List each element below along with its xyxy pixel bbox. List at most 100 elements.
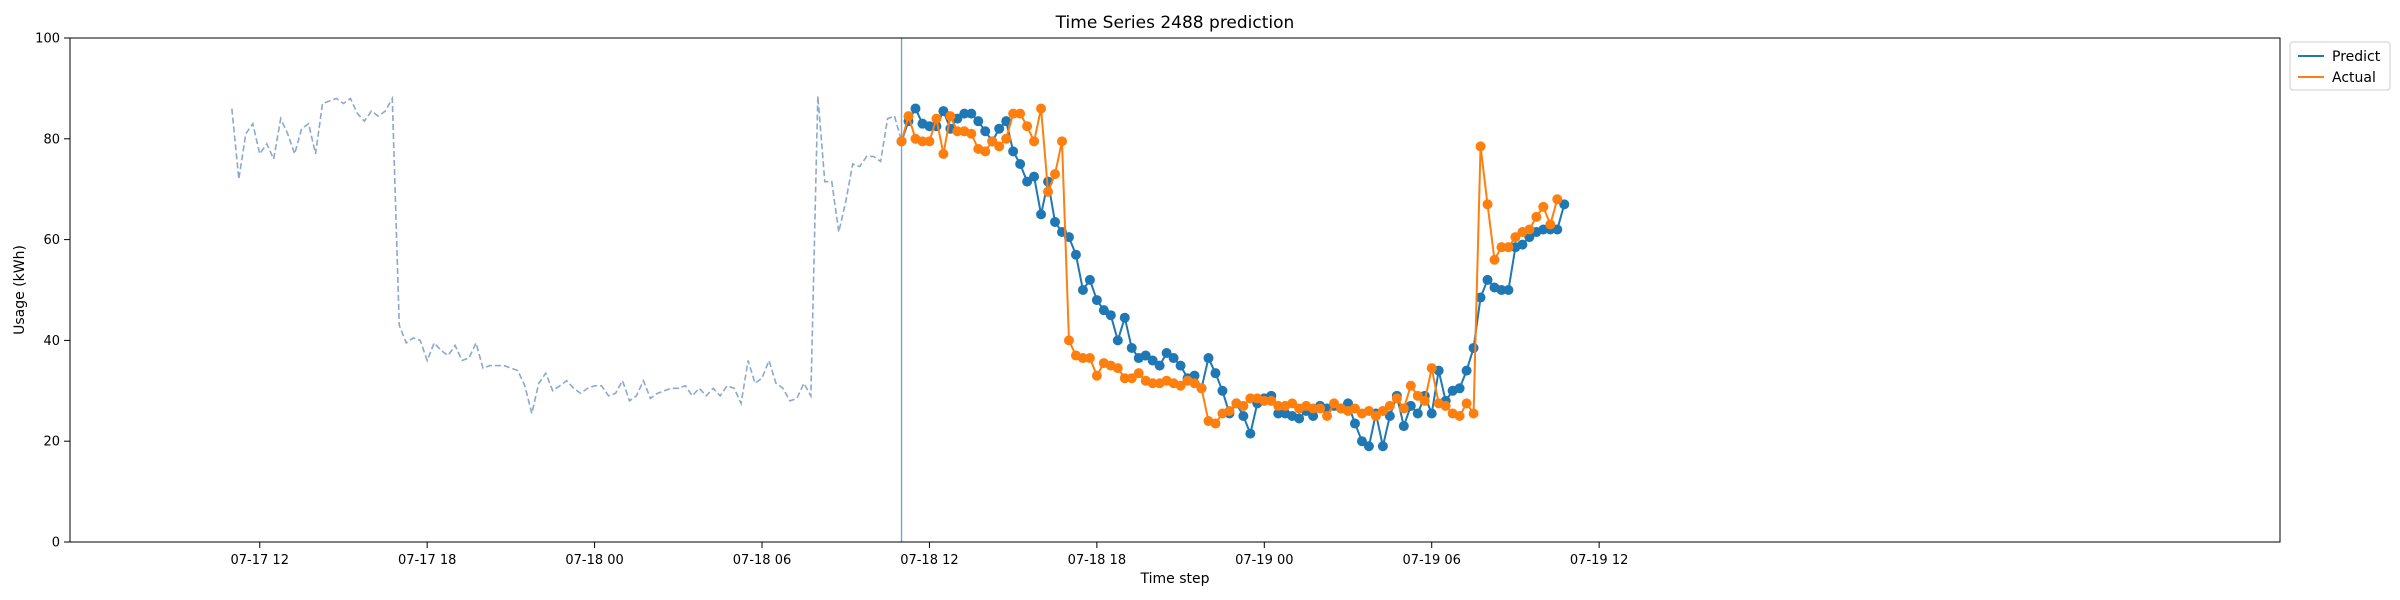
x-tick-label: 07-18 06	[733, 553, 791, 568]
predict-point	[924, 121, 935, 132]
predict-point	[1294, 413, 1305, 424]
predict-point	[1203, 353, 1214, 364]
predict-point	[973, 116, 984, 127]
predict-point	[1063, 232, 1074, 243]
actual-point	[1175, 380, 1186, 391]
actual-point	[1287, 398, 1298, 409]
predict-point	[910, 103, 921, 114]
actual-point	[1077, 353, 1088, 364]
predict-point	[1126, 342, 1137, 353]
actual-point	[1308, 403, 1319, 414]
y-tick-label: 100	[35, 32, 60, 47]
predict-point	[938, 106, 949, 117]
actual-point	[1412, 390, 1423, 401]
predict-point	[1008, 146, 1019, 157]
predict-point	[1454, 383, 1465, 394]
actual-point	[1273, 400, 1284, 411]
predict-point	[1147, 355, 1158, 366]
legend-label-actual: Actual	[2332, 70, 2376, 86]
predict-point	[1475, 292, 1486, 303]
actual-point	[1259, 395, 1270, 406]
actual-point	[1370, 411, 1381, 421]
predict-point	[1070, 249, 1081, 260]
predict-point	[1217, 385, 1228, 396]
actual-point	[931, 113, 942, 124]
actual-point	[1363, 405, 1374, 416]
predict-point	[1022, 176, 1033, 187]
actual-point	[1119, 373, 1130, 384]
predict-point	[1349, 418, 1360, 429]
actual-point	[1056, 136, 1067, 147]
x-tick-label: 07-19 00	[1235, 553, 1293, 568]
actual-point	[1489, 254, 1500, 265]
axes-frame	[69, 37, 2281, 543]
actual-point	[1426, 363, 1437, 374]
predict-point	[1238, 411, 1249, 421]
actual-point	[1398, 403, 1409, 414]
predict-point	[1210, 368, 1221, 379]
predict-point	[1001, 116, 1012, 127]
actual-point	[1022, 121, 1033, 132]
actual-point	[1322, 411, 1333, 421]
predict-point	[1538, 224, 1549, 235]
predict-point	[1161, 348, 1172, 358]
actual-point	[1126, 373, 1137, 384]
actual-point	[994, 141, 1005, 152]
predict-point	[1077, 285, 1088, 295]
y-tick-label: 20	[43, 435, 60, 450]
predict-point	[1273, 408, 1284, 419]
actual-point	[1468, 408, 1479, 419]
actual-point	[1224, 405, 1235, 416]
plot-area: 0 20 40 60 80 100 07-17 12 07-17 18 07-18 00 07-1…	[35, 32, 2281, 568]
predict-point	[1015, 159, 1026, 169]
actual-point	[1196, 383, 1207, 394]
actual-point	[1349, 403, 1360, 414]
predict-point	[1112, 335, 1123, 346]
predict-point	[1119, 312, 1130, 323]
actual-point	[1315, 403, 1326, 414]
actual-point	[1524, 224, 1535, 235]
y-tick-label: 0	[52, 536, 60, 551]
actual-point	[1461, 398, 1472, 409]
predict-point	[1503, 285, 1514, 295]
predict-point	[1426, 408, 1437, 419]
actual-point	[1496, 242, 1507, 253]
actual-point	[1189, 378, 1200, 389]
predict-point	[1552, 224, 1563, 235]
actual-point	[1531, 211, 1542, 222]
predict-point	[1412, 408, 1423, 419]
x-tick-label: 07-18 12	[900, 553, 958, 568]
actual-point	[1377, 405, 1388, 416]
actual-point	[987, 136, 998, 147]
x-tick-label: 07-19 12	[1570, 553, 1628, 568]
predict-point	[1356, 436, 1367, 447]
legend-label-predict: Predict	[2332, 49, 2381, 65]
predict-point	[1050, 216, 1061, 227]
predict-point	[1398, 421, 1409, 432]
predict-point	[1091, 295, 1102, 306]
predict-point	[1482, 274, 1493, 285]
predict-point	[1559, 199, 1570, 210]
actual-point	[1545, 219, 1556, 230]
x-tick-label: 07-17 18	[398, 553, 456, 568]
actual-point	[952, 126, 963, 137]
predict-point	[966, 108, 977, 119]
actual-point	[1112, 363, 1123, 374]
actual-point	[1419, 395, 1430, 406]
actual-point	[1147, 378, 1158, 389]
actual-point	[1391, 393, 1402, 404]
predict-point	[1363, 441, 1374, 452]
predict-point	[1524, 232, 1535, 243]
actual-point	[1454, 411, 1465, 421]
predict-point	[1084, 274, 1095, 285]
actual-point	[1384, 400, 1395, 411]
actual-point	[1475, 141, 1486, 152]
actual-point	[903, 111, 914, 122]
y-tick-label: 80	[43, 132, 60, 147]
actual-point	[1050, 169, 1061, 180]
actual-point	[1091, 370, 1102, 381]
predict-point	[1036, 209, 1047, 220]
predict-point	[1245, 428, 1256, 439]
